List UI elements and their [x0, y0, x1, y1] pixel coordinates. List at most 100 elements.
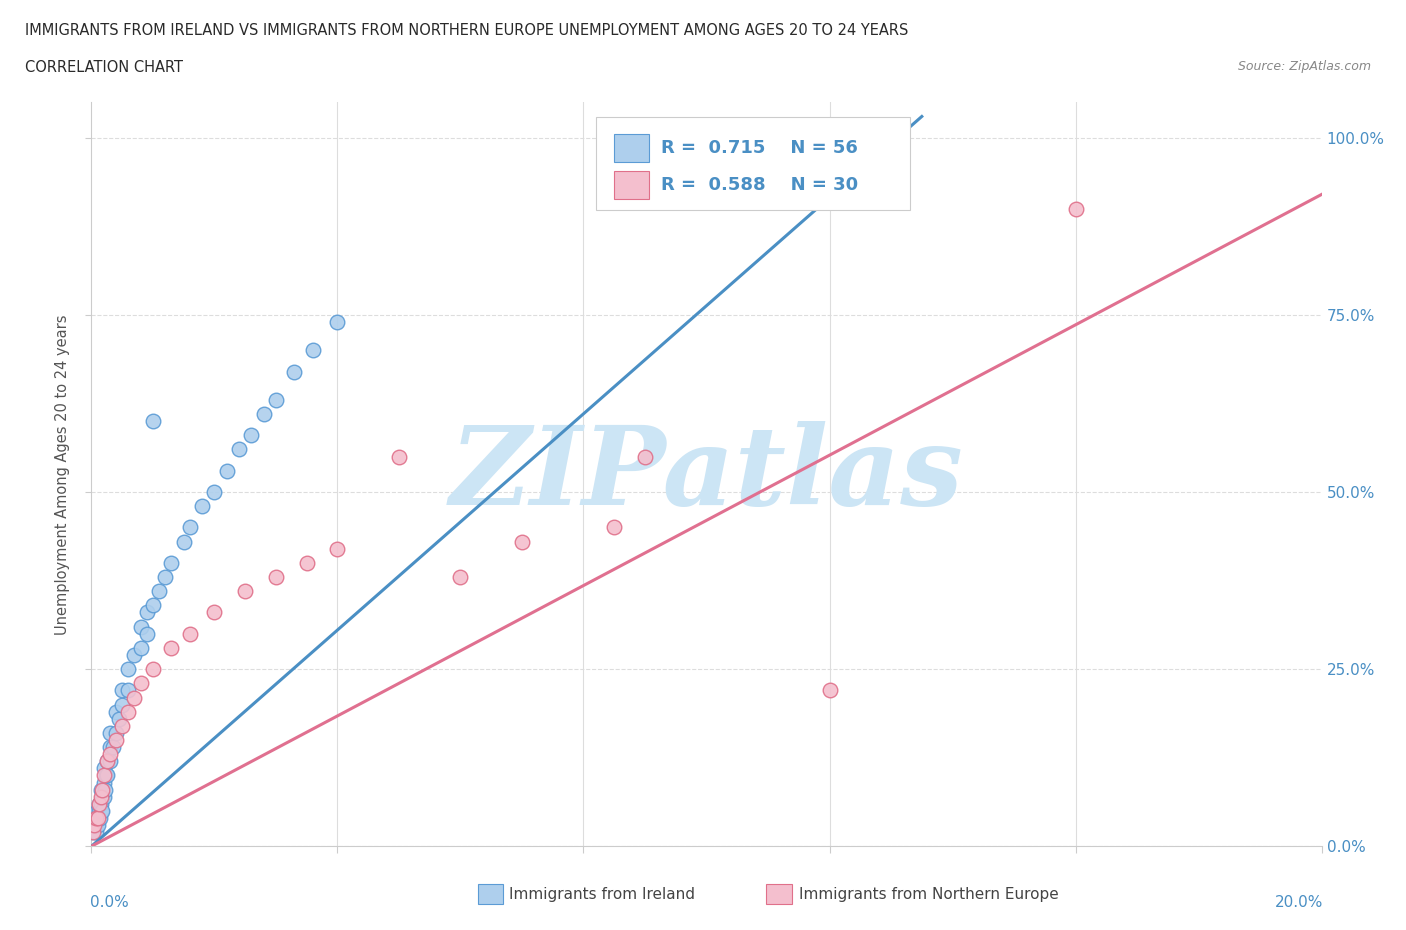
Point: [91, 804, 114, 818]
Point: [117, 704, 139, 719]
Text: IMMIGRANTS FROM IRELAND VS IMMIGRANTS FROM NORTHERN EUROPE UNEMPLOYMENT AMONG AG: IMMIGRANTS FROM IRELAND VS IMMIGRANTS FR…: [25, 23, 908, 38]
Point: [83, 817, 105, 832]
Text: Immigrants from Ireland: Immigrants from Ireland: [509, 887, 695, 902]
Point: [634, 449, 657, 464]
Point: [135, 626, 157, 641]
Point: [111, 683, 134, 698]
Point: [84, 825, 107, 840]
Point: [233, 584, 256, 599]
Point: [253, 406, 276, 421]
Text: Source: ZipAtlas.com: Source: ZipAtlas.com: [1237, 60, 1371, 73]
Point: [83, 817, 105, 832]
Point: [111, 718, 134, 733]
Point: [124, 647, 146, 662]
Point: [202, 485, 225, 499]
Point: [101, 739, 124, 754]
Point: [90, 796, 112, 811]
Point: [90, 790, 112, 804]
Point: [84, 811, 107, 826]
Point: [142, 598, 165, 613]
Point: [86, 811, 108, 826]
Point: [117, 662, 139, 677]
Point: [142, 662, 165, 677]
Point: [388, 449, 411, 464]
Point: [105, 704, 127, 719]
Point: [82, 825, 104, 840]
Y-axis label: Unemployment Among Ages 20 to 24 years: Unemployment Among Ages 20 to 24 years: [55, 314, 70, 634]
Point: [160, 555, 183, 570]
Point: [264, 569, 287, 584]
Point: [98, 739, 121, 754]
Point: [108, 711, 131, 726]
Point: [82, 825, 104, 840]
Point: [87, 804, 110, 818]
Point: [94, 782, 117, 797]
Point: [86, 811, 108, 826]
Text: CORRELATION CHART: CORRELATION CHART: [25, 60, 183, 75]
Point: [86, 804, 108, 818]
Point: [179, 520, 201, 535]
Point: [215, 463, 238, 478]
Point: [135, 605, 157, 620]
Point: [91, 782, 114, 797]
Point: [326, 314, 349, 329]
Point: [129, 641, 152, 656]
Point: [240, 428, 263, 443]
Point: [90, 804, 112, 818]
Text: 20.0%: 20.0%: [1274, 895, 1323, 910]
Point: [160, 641, 183, 656]
Point: [603, 520, 626, 535]
Point: [283, 365, 305, 379]
FancyBboxPatch shape: [596, 117, 910, 210]
Point: [173, 534, 195, 549]
Point: [86, 817, 108, 832]
Point: [510, 534, 533, 549]
Point: [93, 761, 115, 776]
Point: [153, 569, 177, 584]
Point: [90, 790, 112, 804]
Point: [93, 775, 115, 790]
Point: [179, 626, 201, 641]
Point: [93, 790, 115, 804]
Point: [295, 555, 318, 570]
Point: [1064, 201, 1087, 216]
Point: [202, 605, 225, 620]
Point: [264, 392, 287, 407]
Point: [93, 768, 115, 783]
Text: R =  0.588    N = 30: R = 0.588 N = 30: [661, 176, 858, 193]
Bar: [614, 134, 648, 162]
Point: [84, 811, 107, 826]
Point: [124, 690, 146, 705]
Point: [449, 569, 471, 584]
Point: [301, 343, 323, 358]
Point: [90, 782, 112, 797]
Point: [148, 584, 170, 599]
Point: [94, 768, 117, 783]
Point: [818, 683, 841, 698]
Text: R =  0.715    N = 56: R = 0.715 N = 56: [661, 139, 858, 156]
Point: [117, 683, 139, 698]
Point: [326, 541, 349, 556]
Text: 0.0%: 0.0%: [90, 895, 129, 910]
Point: [105, 725, 127, 740]
Text: ZIPatlas: ZIPatlas: [450, 420, 963, 528]
Point: [191, 498, 214, 513]
Point: [228, 442, 250, 457]
Text: Immigrants from Northern Europe: Immigrants from Northern Europe: [799, 887, 1059, 902]
Point: [142, 414, 165, 429]
Point: [86, 817, 108, 832]
Point: [89, 811, 111, 826]
Point: [129, 676, 152, 691]
Point: [98, 725, 121, 740]
Point: [89, 796, 111, 811]
Point: [96, 754, 118, 769]
Point: [98, 747, 121, 762]
Point: [98, 754, 121, 769]
Bar: [614, 171, 648, 199]
Point: [89, 796, 111, 811]
Point: [105, 733, 127, 748]
Point: [111, 698, 134, 712]
Point: [129, 619, 152, 634]
Point: [96, 754, 118, 769]
Point: [96, 768, 118, 783]
